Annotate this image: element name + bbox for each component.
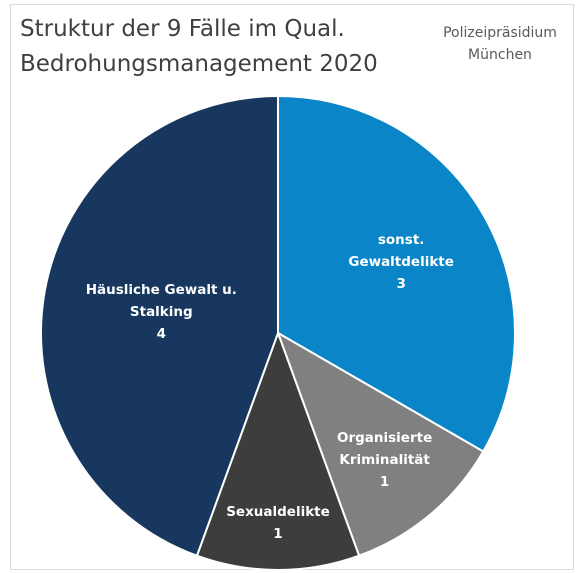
value-label: 3: [396, 275, 406, 292]
value-label: 4: [156, 326, 166, 343]
category-label: Häusliche Gewalt u. Stalking: [85, 282, 237, 321]
category-label: sonst. Gewaltdelikte: [348, 231, 454, 270]
slice-label: sonst. Gewaltdelikte 3: [341, 229, 461, 295]
category-label: Sexualdelikte: [226, 503, 330, 520]
pie-slice: [277, 94, 516, 453]
chart-title: Struktur der 9 Fälle im Qual. Bedrohungs…: [20, 16, 378, 77]
source: Polizeipräsidium München: [443, 25, 557, 63]
pie-slice: [195, 330, 361, 571]
pie-slice: [40, 94, 279, 557]
slice-label: Organisierte Kriminalität 1: [325, 427, 445, 493]
slice-label: Sexualdelikte 1: [213, 501, 343, 545]
category-label: Organisierte Kriminalität: [337, 430, 433, 469]
value-label: 1: [273, 525, 283, 542]
slice-label: Häusliche Gewalt u. Stalking 4: [76, 279, 246, 345]
pie-slice: [276, 330, 485, 557]
value-label: 1: [379, 474, 390, 491]
